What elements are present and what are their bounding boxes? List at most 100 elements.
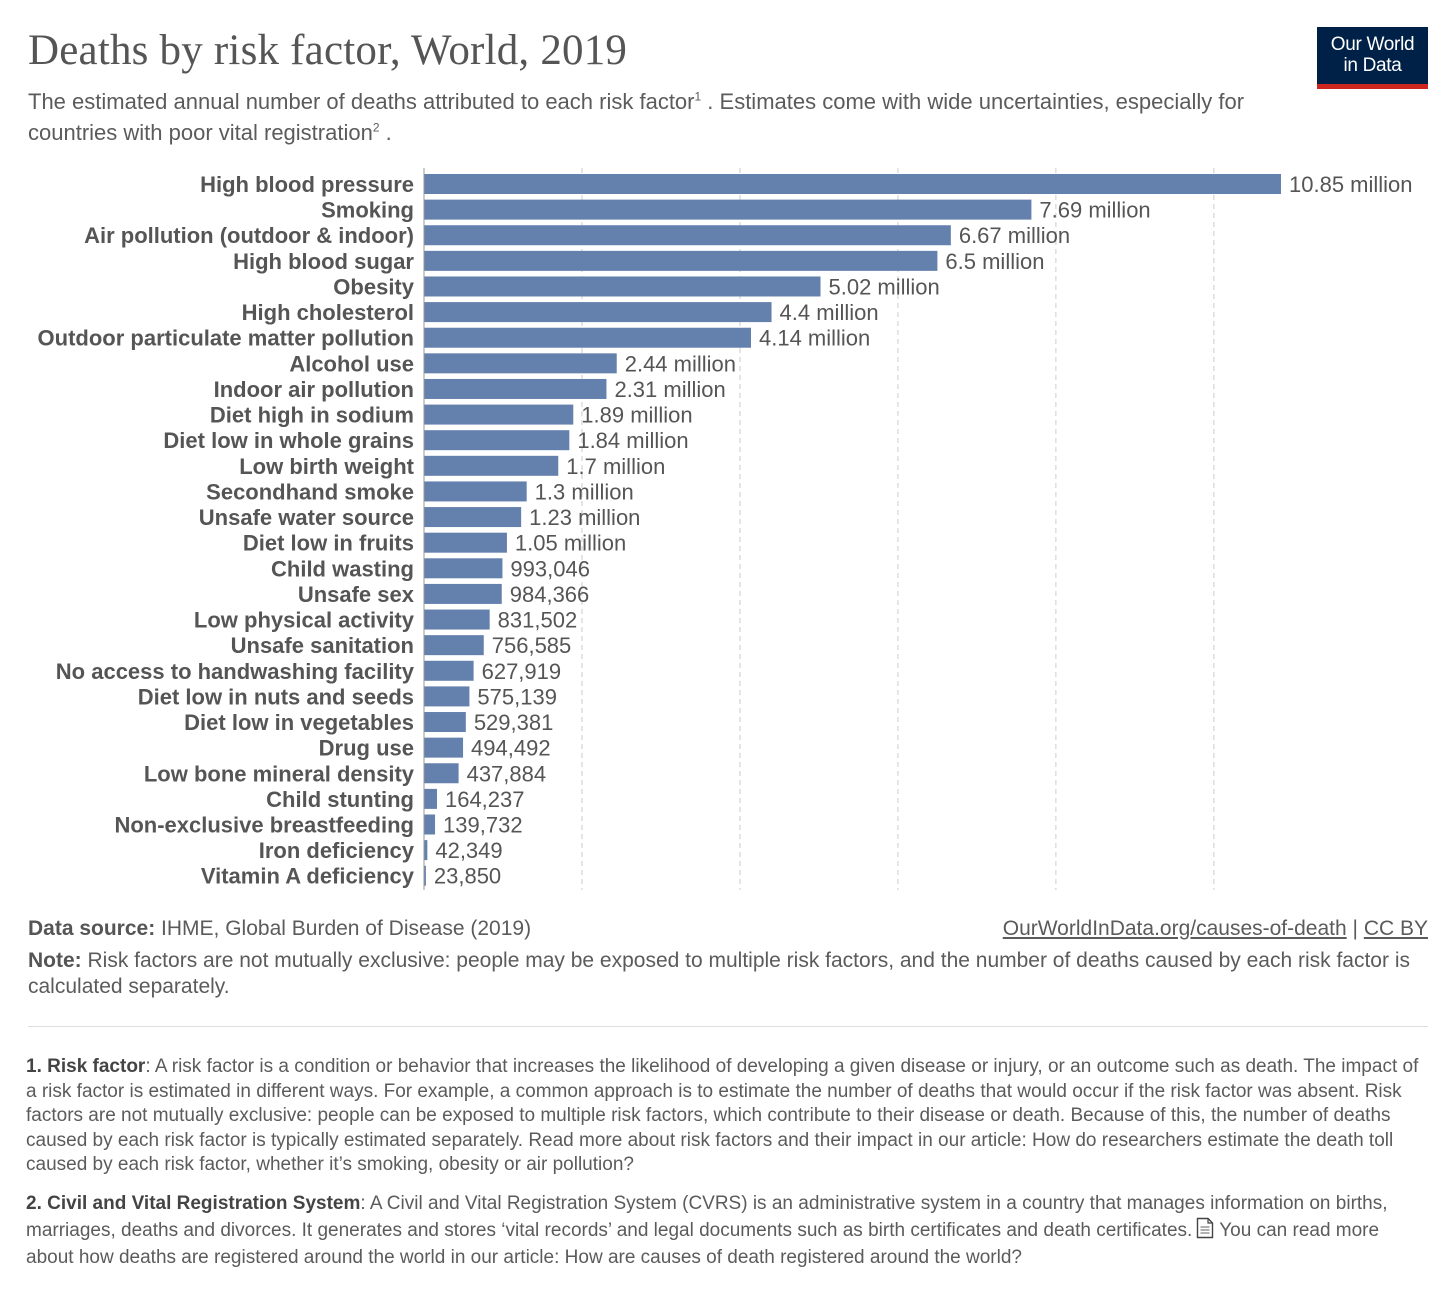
bar-18: [424, 635, 484, 656]
category-label-24: Child stunting: [266, 787, 414, 812]
value-label-27: 23,850: [434, 864, 501, 889]
category-label-15: Child wasting: [271, 556, 414, 581]
category-label-19: No access to handwashing facility: [56, 659, 415, 684]
value-label-21: 529,381: [474, 710, 554, 735]
bar-23: [424, 763, 459, 784]
category-label-23: Low bone mineral density: [144, 761, 415, 786]
value-label-8: 2.31 million: [614, 377, 725, 402]
license-link[interactable]: CC BY: [1363, 917, 1428, 940]
value-label-6: 4.14 million: [759, 326, 870, 351]
bar-22: [424, 737, 464, 758]
category-label-1: Smoking: [321, 198, 414, 223]
footnote-1-title: 1. Risk factor: [26, 1056, 146, 1077]
category-label-13: Unsafe water source: [199, 505, 414, 530]
category-label-8: Indoor air pollution: [214, 377, 414, 402]
bar-25: [424, 814, 436, 835]
logo-line-1: Our World: [1330, 33, 1415, 55]
bar-5: [424, 302, 772, 323]
category-label-26: Iron deficiency: [259, 838, 415, 863]
subtitle-text-1: The estimated annual number of deaths at…: [28, 89, 695, 114]
category-label-18: Unsafe sanitation: [231, 633, 414, 658]
footnote-ref-2[interactable]: 2: [372, 120, 380, 135]
category-label-2: Air pollution (outdoor & indoor): [84, 223, 414, 248]
bar-16: [424, 583, 502, 604]
category-label-22: Drug use: [319, 736, 414, 761]
source-links: OurWorldInData.org/causes-of-death | CC …: [1003, 917, 1428, 941]
category-label-4: Obesity: [333, 274, 414, 299]
category-label-0: High blood pressure: [200, 172, 414, 197]
note-text: Risk factors are not mutually exclusive:…: [28, 949, 1410, 998]
category-label-20: Diet low in nuts and seeds: [138, 684, 414, 709]
category-label-7: Alcohol use: [289, 351, 414, 376]
bar-4: [424, 276, 821, 297]
value-label-18: 756,585: [492, 633, 572, 658]
bar-2: [424, 225, 951, 246]
category-label-9: Diet high in sodium: [210, 403, 414, 428]
footnote-1: 1. Risk factor: A risk factor is a condi…: [26, 1055, 1426, 1178]
value-label-7: 2.44 million: [625, 351, 736, 376]
value-label-22: 494,492: [471, 736, 551, 761]
value-label-13: 1.23 million: [529, 505, 640, 530]
value-label-4: 5.02 million: [829, 274, 940, 299]
chart-note: Note: Risk factors are not mutually excl…: [28, 948, 1428, 1000]
value-label-19: 627,919: [482, 659, 562, 684]
value-label-10: 1.84 million: [577, 428, 688, 453]
value-label-15: 993,046: [510, 556, 590, 581]
owid-logo[interactable]: Our World in Data: [1317, 27, 1428, 89]
bar-12: [424, 481, 527, 502]
category-label-14: Diet low in fruits: [243, 531, 414, 556]
category-label-12: Secondhand smoke: [206, 479, 414, 504]
value-label-2: 6.67 million: [959, 223, 1070, 248]
subtitle-text-2: . Estimates come with wide uncertainties…: [28, 89, 1245, 145]
category-label-17: Low physical activity: [194, 608, 415, 633]
logo-line-2: in Data: [1343, 54, 1402, 76]
link-separator: |: [1346, 917, 1364, 940]
chart-subtitle: The estimated annual number of deaths at…: [28, 86, 1258, 148]
category-label-27: Vitamin A deficiency: [201, 864, 415, 889]
footnote-2: 2. Civil and Vital Registration System: …: [26, 1192, 1426, 1271]
subtitle-text-3: .: [379, 120, 392, 145]
bar-8: [424, 378, 607, 399]
value-label-26: 42,349: [435, 838, 502, 863]
value-label-20: 575,139: [477, 684, 557, 709]
value-label-5: 4.4 million: [780, 300, 879, 325]
data-source-text: IHME, Global Burden of Disease (2019): [155, 917, 532, 940]
bar-0: [424, 174, 1281, 194]
category-label-16: Unsafe sex: [298, 582, 415, 607]
footnote-2-title: 2. Civil and Vital Registration System: [26, 1193, 361, 1214]
value-label-9: 1.89 million: [581, 403, 692, 428]
footnote-2-text-a: : A Civil and Vital Registration System …: [26, 1193, 1388, 1241]
bar-26: [424, 840, 428, 861]
bar-15: [424, 558, 503, 579]
bar-21: [424, 712, 466, 733]
bar-19: [424, 660, 474, 681]
data-source-label: Data source:: [28, 917, 156, 940]
bar-1: [424, 199, 1032, 220]
category-label-21: Diet low in vegetables: [184, 710, 414, 735]
category-label-11: Low birth weight: [239, 454, 414, 479]
value-label-25: 139,732: [443, 813, 523, 838]
bar-20: [424, 686, 470, 707]
bar-chart: High blood pressure 10.85 million Smoking 7…: [38, 168, 1413, 890]
value-label-0: 10.85 million: [1289, 172, 1413, 197]
bar-13: [424, 507, 522, 528]
value-label-14: 1.05 million: [515, 531, 626, 556]
footnote-ref-1[interactable]: 1: [694, 89, 702, 104]
divider: [28, 1026, 1428, 1027]
bar-7: [424, 353, 617, 374]
owid-link[interactable]: OurWorldInData.org/causes-of-death: [1002, 917, 1347, 940]
bar-6: [424, 327, 752, 348]
bar-3: [424, 250, 938, 271]
value-label-24: 164,237: [445, 787, 525, 812]
bar-11: [424, 455, 559, 476]
value-label-3: 6.5 million: [945, 249, 1044, 274]
bar-27: [424, 865, 426, 886]
category-label-5: High cholesterol: [242, 300, 414, 325]
bar-10: [424, 430, 570, 451]
data-source: Data source: IHME, Global Burden of Dise…: [28, 917, 531, 941]
category-label-6: Outdoor particulate matter pollution: [38, 326, 414, 351]
chart-title: Deaths by risk factor, World, 2019: [28, 27, 628, 74]
bar-9: [424, 404, 574, 425]
bar-17: [424, 609, 490, 630]
value-label-17: 831,502: [498, 608, 578, 633]
